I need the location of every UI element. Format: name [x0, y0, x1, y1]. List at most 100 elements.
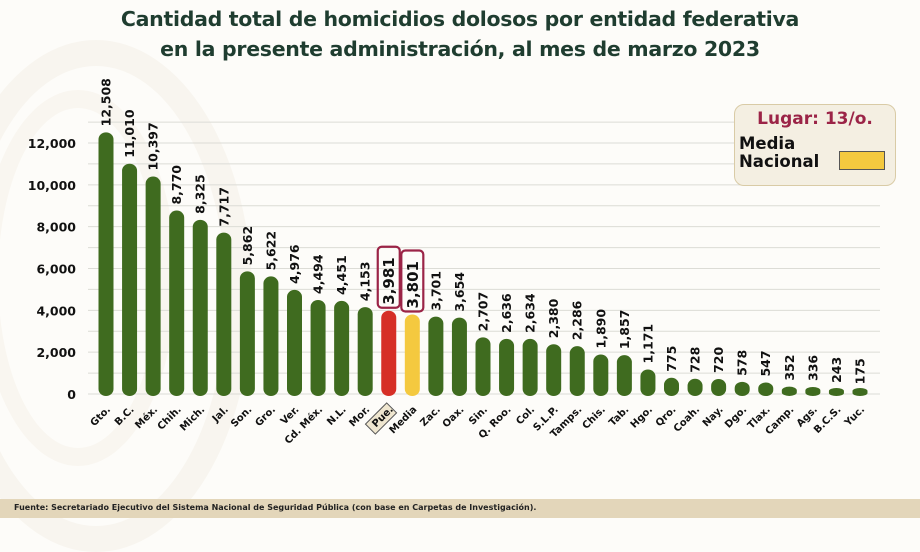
category-label: Dgo.	[723, 404, 749, 430]
bar-ags-	[805, 386, 821, 396]
bar-tamps-	[569, 346, 585, 396]
value-label-box	[376, 245, 401, 309]
category-label: Zac.	[418, 404, 443, 429]
bar-gto-	[98, 132, 114, 396]
bar-yuc-	[852, 388, 868, 396]
category-label: Hgo.	[629, 404, 655, 430]
value-label: 3,981	[380, 257, 398, 304]
value-label: 578	[735, 350, 750, 376]
category-label: Yuc.	[842, 404, 867, 429]
bar-n-l-	[334, 300, 350, 396]
bar-ver-	[287, 289, 302, 396]
category-label: Gto.	[89, 404, 114, 429]
value-label: 4,153	[358, 262, 373, 302]
y-tick-label: 8,000	[36, 220, 76, 235]
bar-b-c-	[122, 163, 138, 396]
bar-qro-	[664, 377, 679, 396]
value-label: 1,171	[640, 324, 655, 364]
bar-jal-	[216, 232, 232, 396]
bar-cd-m-x-	[310, 300, 326, 396]
value-label: 3,701	[428, 271, 443, 311]
bar-zac-	[428, 316, 444, 396]
bar-tab-	[616, 355, 632, 396]
value-label: 775	[664, 346, 679, 372]
value-label-box	[400, 249, 425, 313]
category-label: N.L.	[325, 404, 349, 428]
value-label: 336	[805, 355, 820, 381]
y-tick-label: 4,000	[36, 303, 76, 318]
category-label: Son.	[229, 404, 254, 429]
category-label: Coah.	[672, 404, 702, 434]
bar-camp-	[781, 386, 797, 396]
legend-swatch-media-nacional	[839, 151, 885, 170]
category-label: Oax.	[441, 404, 467, 430]
bar-b-c-s-	[828, 388, 844, 396]
bar-chart: 0 2,000 4,000 6,000 8,000 10,000 12,000 12,508 G…	[28, 78, 880, 447]
value-label: 352	[782, 355, 797, 381]
y-tick-label: 6,000	[36, 262, 76, 277]
bar-media	[404, 314, 420, 396]
value-label: 2,636	[499, 293, 514, 333]
bar-coah-	[687, 378, 703, 396]
value-label: 547	[758, 350, 773, 376]
source-note: Fuente: Secretariado Ejecutivo del Siste…	[14, 503, 537, 512]
legend-box: Lugar: 13/o. Media Nacional	[734, 104, 896, 186]
category-label: Jal.	[210, 404, 231, 425]
bar-chis-	[593, 354, 609, 396]
rank-label: Lugar: 13/o.	[757, 109, 873, 129]
y-tick-label: 0	[67, 387, 76, 402]
bar-s-l-p-	[546, 344, 562, 396]
chart-title: Cantidad total de homicidios dolosos por…	[0, 4, 920, 64]
category-label: Chis.	[581, 404, 608, 431]
value-label: 2,634	[523, 293, 538, 333]
y-tick-label: 10,000	[28, 178, 77, 193]
bar-col-	[522, 338, 538, 396]
bar-sin-	[475, 337, 491, 396]
bar-son-	[239, 271, 255, 396]
value-label: 720	[711, 347, 726, 373]
category-label: Tab.	[607, 404, 631, 428]
footer-bar: Fuente: Secretariado Ejecutivo del Siste…	[0, 499, 920, 518]
bar-chih-	[169, 210, 185, 396]
category-label: Nay.	[701, 404, 726, 429]
bar-tlax-	[758, 382, 774, 396]
bar-dgo-	[734, 381, 750, 396]
bar-hgo-	[640, 369, 656, 396]
value-label: 2,380	[546, 298, 561, 338]
value-label: 2,707	[476, 292, 491, 332]
value-label: 4,494	[311, 254, 326, 294]
bar-mor-	[357, 307, 373, 396]
bar-mich-	[192, 219, 208, 396]
value-label: 11,010	[122, 109, 137, 158]
bar-q-roo-	[499, 338, 515, 396]
value-label: 175	[853, 358, 868, 384]
value-label: 1,890	[593, 309, 608, 349]
value-label: 4,976	[287, 244, 302, 284]
bar-nay-	[711, 378, 727, 396]
value-label: 8,770	[169, 165, 184, 205]
value-label: 2,286	[570, 300, 585, 340]
value-label: 5,622	[263, 231, 278, 271]
value-label: 8,325	[193, 174, 208, 214]
value-label: 7,717	[216, 187, 231, 227]
value-label: 5,862	[240, 226, 255, 266]
category-label: Mich.	[178, 404, 207, 433]
category-label: Gro.	[253, 404, 278, 429]
value-label: 243	[829, 357, 844, 383]
y-tick-label: 12,000	[28, 136, 77, 151]
y-tick-label: 2,000	[36, 345, 76, 360]
chart-title-line-2: en la presente administración, al mes de…	[160, 37, 760, 61]
bar-gro-	[263, 276, 279, 396]
value-label: 728	[688, 347, 703, 373]
value-label: 4,451	[334, 255, 349, 295]
category-label: Méx.	[133, 404, 161, 432]
value-label: 3,801	[404, 261, 422, 308]
value-label: 12,508	[99, 78, 114, 126]
bar-m-x-	[145, 176, 161, 396]
value-label: 1,857	[617, 310, 632, 350]
bar-pue-	[381, 310, 397, 396]
legend-label-media-nacional: Media Nacional	[739, 134, 820, 171]
chart-title-line-1: Cantidad total de homicidios dolosos por…	[120, 7, 800, 31]
value-label: 10,397	[146, 122, 161, 170]
highlight-category-box	[364, 402, 398, 435]
